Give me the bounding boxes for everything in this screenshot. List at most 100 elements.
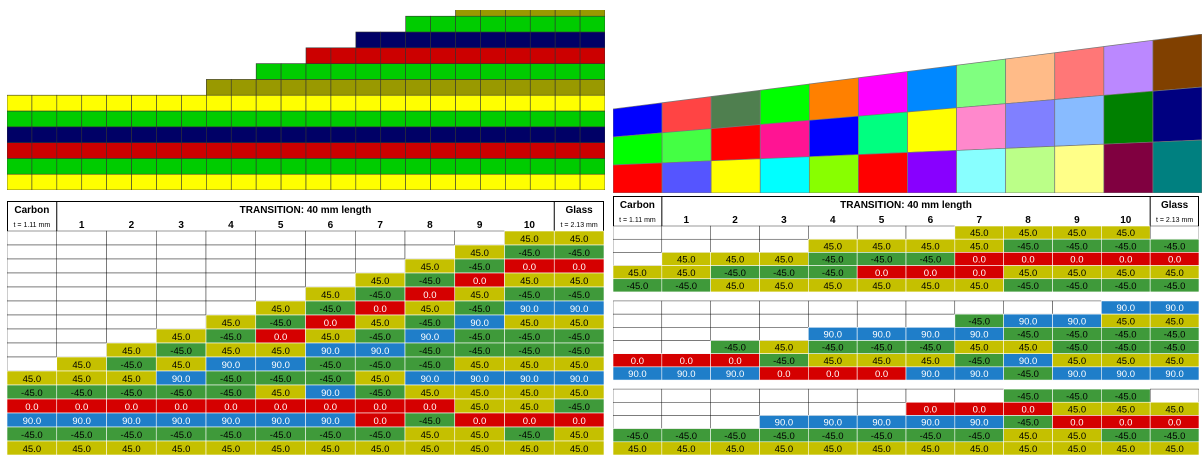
ply-table-left: Carbon TRANSITION: 40 mm length Glass t = 1… (7, 201, 604, 455)
ply-angle-label: 90.0 (172, 374, 191, 385)
ply-angle-label: -45.0 (320, 360, 342, 371)
ply-cell (661, 388, 711, 403)
ply-cell (808, 300, 858, 315)
column-number: 1 (79, 220, 85, 231)
ply-angle-label: 45.0 (371, 374, 390, 385)
ply-segment (505, 79, 531, 96)
ply-angle-label: 0.0 (25, 402, 38, 413)
ply-segment (181, 158, 207, 175)
ply-angle-label: -45.0 (21, 430, 43, 441)
ply-angle-label: 0.0 (125, 402, 138, 413)
ply-angle-label: 45.0 (970, 241, 989, 252)
ply-cell (255, 230, 306, 246)
ply-angle-label: -45.0 (871, 343, 893, 354)
ply-angle-label: 0.0 (1021, 255, 1034, 266)
ply-segment (405, 94, 431, 112)
ply-segment (430, 110, 456, 128)
ply-segment (305, 142, 332, 159)
block-cell (858, 111, 908, 155)
ply-segment (230, 110, 257, 128)
ply-segment (131, 173, 157, 190)
ply-cell (1149, 366, 1199, 381)
ply-angle-label: 90.0 (1068, 369, 1087, 380)
ply-segment (554, 158, 581, 175)
ply-cell (7, 230, 57, 246)
ply-angle-label: -45.0 (220, 388, 242, 399)
ply-cell (1149, 225, 1199, 240)
ply-angle-label: 45.0 (1068, 228, 1087, 239)
ply-angle-label: 90.0 (72, 416, 91, 427)
column-number: 6 (328, 220, 334, 231)
ply-segment (430, 15, 456, 33)
ply-angle-label: 90.0 (1165, 303, 1184, 314)
ply-segment (480, 94, 506, 112)
ply-angle-label: 0.0 (374, 402, 387, 413)
ply-cell (710, 402, 760, 416)
ply-cell (156, 286, 207, 302)
ply-segment (579, 31, 605, 49)
ply-angle-label: 90.0 (921, 418, 940, 429)
ply-angle-label: -45.0 (920, 431, 942, 442)
ply-segment (554, 63, 581, 80)
ply-angle-label: 0.0 (1070, 255, 1083, 266)
ply-angle-label: -45.0 (1115, 281, 1137, 292)
ply-segment (81, 110, 107, 128)
ply-angle-label: 90.0 (23, 416, 42, 427)
ply-cell (106, 286, 157, 302)
ply-angle-label: 45.0 (222, 444, 241, 455)
block-cell (661, 128, 712, 164)
ply-segment (579, 173, 605, 190)
ply-cell (710, 238, 760, 253)
ply-angle-label: 45.0 (1165, 316, 1184, 327)
column-number: 8 (1025, 215, 1031, 226)
ply-angle-label: -45.0 (1164, 343, 1186, 354)
ply-angle-label: 0.0 (1021, 404, 1034, 415)
ply-segment (106, 94, 132, 112)
ply-cell (156, 300, 207, 316)
ply-segment (430, 31, 456, 49)
ply-angle-label: 45.0 (321, 290, 340, 301)
ply-segment (505, 158, 531, 175)
block-cell (1103, 39, 1154, 96)
ply-segment (56, 142, 83, 159)
ply-segment (405, 47, 431, 64)
ply-angle-label: 0.0 (75, 402, 88, 413)
ply-cell (305, 244, 356, 260)
ply-angle-label: 45.0 (775, 281, 794, 292)
ply-angle-label: 90.0 (222, 416, 241, 427)
ply-angle-label: 45.0 (520, 234, 539, 245)
ply-segment (305, 126, 332, 143)
ply-angle-label: 45.0 (1068, 444, 1087, 455)
ply-angle-label: 45.0 (520, 444, 539, 455)
ply-segment (529, 173, 556, 190)
ply-segment (280, 126, 307, 143)
ply-segment (455, 47, 481, 64)
ply-cell (613, 313, 663, 328)
ply-segment (31, 173, 58, 190)
block-cell (858, 152, 908, 193)
ply-angle-label: 45.0 (1165, 404, 1184, 415)
glass-thickness: t = 2.13 mm (1156, 217, 1193, 224)
ply-angle-label: -45.0 (1017, 330, 1039, 341)
ply-cell (106, 272, 157, 288)
ply-angle-label: 45.0 (172, 444, 191, 455)
ply-angle-label: 0.0 (924, 268, 937, 279)
ply-angle-label: -45.0 (419, 416, 441, 427)
ply-cell (156, 244, 207, 260)
ply-segment (355, 142, 382, 159)
ply-segment (380, 173, 406, 190)
ply-angle-label: 45.0 (271, 304, 290, 315)
ply-angle-label: 45.0 (570, 234, 589, 245)
ply-segment (280, 110, 307, 128)
column-number: 1 (683, 215, 689, 226)
ply-angle-label: 0.0 (523, 262, 536, 273)
ply-cell (613, 238, 663, 253)
ply-cell (661, 327, 711, 341)
ply-angle-label: -45.0 (419, 318, 441, 329)
ply-segment (529, 110, 556, 128)
ply-segment (56, 94, 83, 112)
ply-angle-label: 45.0 (726, 444, 745, 455)
ply-segment (529, 31, 556, 49)
ply-angle-label: -45.0 (320, 430, 342, 441)
ply-segment (7, 142, 33, 159)
